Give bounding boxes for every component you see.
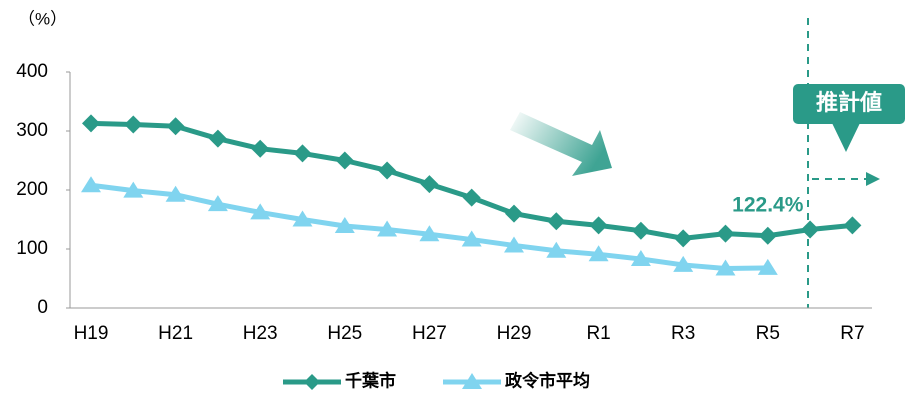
triangle-marker — [81, 176, 101, 193]
diamond-marker — [124, 115, 143, 134]
x-tick-label: R7 — [840, 323, 864, 344]
value-label: 122.4% — [732, 193, 804, 216]
legend-marker — [304, 374, 320, 390]
y-tick-label: 200 — [16, 179, 48, 200]
triangle-marker — [377, 220, 398, 237]
x-tick-label: H25 — [327, 323, 362, 344]
triangle-marker — [165, 185, 186, 202]
x-tick-label: H21 — [158, 323, 193, 344]
diamond-marker — [293, 144, 312, 163]
triangle-marker — [461, 230, 482, 247]
diamond-marker — [758, 226, 777, 245]
diamond-marker — [674, 229, 693, 248]
triangle-marker — [504, 236, 524, 253]
diamond-marker — [420, 175, 439, 194]
diamond-marker — [208, 129, 227, 148]
triangle-marker — [715, 259, 736, 276]
diamond-marker — [716, 224, 735, 243]
legend-label: 千葉市 — [345, 370, 396, 390]
estimate-arrow-head — [866, 172, 880, 186]
triangle-marker — [123, 181, 144, 198]
y-unit: （%） — [18, 9, 67, 28]
diamond-marker — [631, 221, 650, 240]
triangle-marker — [250, 203, 271, 220]
triangle-marker — [630, 250, 651, 267]
diamond-marker — [251, 139, 270, 158]
diamond-marker — [335, 151, 354, 170]
x-tick-label: R5 — [756, 323, 780, 344]
triangle-marker — [588, 245, 609, 262]
diamond-marker — [505, 204, 523, 223]
x-tick-label: R1 — [586, 323, 610, 344]
triangle-marker — [207, 195, 228, 212]
trend-arrow — [510, 112, 612, 176]
series-line — [90, 120, 853, 241]
estimate-callout — [793, 84, 905, 124]
diamond-marker — [462, 188, 481, 207]
diamond-marker — [166, 117, 185, 136]
legend-marker — [462, 373, 482, 389]
x-tick-label: H19 — [74, 323, 109, 344]
x-tick-label: H27 — [412, 323, 447, 344]
diamond-marker — [801, 220, 820, 239]
x-tick-label: R3 — [671, 323, 695, 344]
legend-label: 政令市平均 — [505, 370, 590, 390]
callout-pointer — [832, 123, 860, 152]
y-tick-label: 400 — [16, 61, 48, 82]
triangle-marker — [419, 225, 440, 242]
callout-text: 推計値 — [816, 90, 882, 115]
triangle-marker — [757, 258, 778, 275]
y-tick-label: 300 — [16, 120, 48, 141]
diamond-marker — [547, 212, 566, 231]
diamond-marker — [843, 216, 862, 235]
diamond-marker — [589, 216, 608, 235]
x-tick-label: H23 — [243, 323, 278, 344]
diamond-marker — [82, 114, 100, 133]
diamond-marker — [378, 161, 397, 180]
triangle-marker — [673, 255, 694, 272]
x-tick-label: H29 — [497, 323, 532, 344]
triangle-marker — [334, 216, 355, 233]
y-tick-label: 100 — [16, 238, 48, 259]
triangle-marker — [292, 210, 313, 227]
y-tick-label: 0 — [37, 297, 48, 318]
triangle-marker — [546, 241, 567, 258]
